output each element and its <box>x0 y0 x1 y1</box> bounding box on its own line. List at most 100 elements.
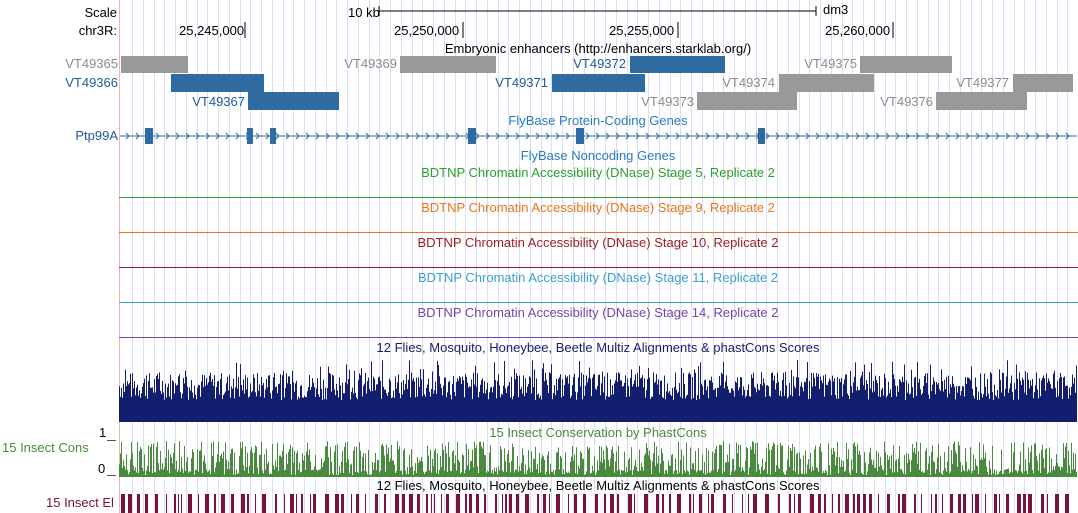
track-title-insect-cons[interactable]: 15 Insect Conservation by PhastCons <box>489 425 707 440</box>
enhancer-label[interactable]: VT49377 <box>956 75 1009 90</box>
cons-bar <box>827 474 828 477</box>
conserved-element <box>395 494 399 513</box>
multiz-bar <box>141 393 142 422</box>
multiz-bar <box>226 383 227 422</box>
enhancer-label[interactable]: VT49375 <box>804 56 857 71</box>
grid-line <box>799 0 800 513</box>
cons-bar <box>353 450 354 477</box>
strand-arrow <box>1005 132 1010 140</box>
multiz-bar <box>166 397 167 422</box>
cons-bar <box>462 454 463 477</box>
conserved-element <box>145 494 148 513</box>
multiz-bar <box>236 362 237 422</box>
insect-el-side-label[interactable]: 15 Insect El <box>46 495 114 510</box>
track-title-dnase-stage11[interactable]: BDTNP Chromatin Accessibility (DNase) St… <box>417 270 779 285</box>
cons-bar <box>126 454 127 477</box>
cons-bar <box>847 459 848 477</box>
multiz-bar <box>203 387 204 422</box>
multiz-bar <box>1016 364 1017 422</box>
cons-bar <box>839 457 840 477</box>
track-title-dnase-stage5[interactable]: BDTNP Chromatin Accessibility (DNase) St… <box>421 165 775 180</box>
enhancer-box[interactable] <box>400 56 496 73</box>
conserved-element <box>708 494 709 513</box>
enhancer-label[interactable]: VT49372 <box>573 56 626 71</box>
insect-cons-side-label[interactable]: 15 Insect Cons <box>2 440 89 455</box>
enhancer-box[interactable] <box>248 92 339 110</box>
conserved-element <box>409 494 413 513</box>
enhancer-box[interactable] <box>1013 74 1073 92</box>
multiz-bar <box>292 370 293 422</box>
cons-bar <box>1012 472 1013 477</box>
gene-label[interactable]: Ptp99A <box>75 128 118 143</box>
cons-bar <box>499 470 500 477</box>
cons-bar <box>796 453 797 477</box>
enhancer-box[interactable] <box>630 56 725 73</box>
track-title-enhancers[interactable]: Embryonic enhancers (http://enhancers.st… <box>444 41 752 56</box>
cons-bar <box>746 447 747 477</box>
track-title-multiz[interactable]: 12 Flies, Mosquito, Honeybee, Beetle Mul… <box>376 340 820 355</box>
cons-bar <box>273 465 274 477</box>
cons-bar <box>838 473 839 477</box>
enhancer-box[interactable] <box>936 92 1027 110</box>
cons-bar <box>650 459 651 477</box>
track-title-dnase-stage9[interactable]: BDTNP Chromatin Accessibility (DNase) St… <box>421 200 775 215</box>
cons-bar <box>302 453 303 477</box>
multiz-bar <box>668 392 669 422</box>
enhancer-box[interactable] <box>697 92 797 110</box>
cons-bar <box>885 452 886 477</box>
enhancer-box[interactable] <box>779 74 874 92</box>
cons-bar <box>955 451 956 477</box>
enhancer-label[interactable]: VT49371 <box>495 75 548 90</box>
cons-bar <box>368 450 369 477</box>
multiz-bar <box>1033 398 1034 422</box>
enhancer-box[interactable] <box>552 74 645 92</box>
multiz-bar <box>823 375 824 422</box>
multiz-bar <box>1049 381 1050 422</box>
cons-bar <box>133 465 134 477</box>
multiz-bar <box>1003 373 1004 422</box>
track-title-insect-elements[interactable]: 12 Flies, Mosquito, Honeybee, Beetle Mul… <box>376 478 820 493</box>
cons-bar <box>979 442 980 477</box>
multiz-bar <box>885 378 886 422</box>
conserved-element <box>375 494 378 513</box>
multiz-bar <box>435 381 436 422</box>
multiz-bar <box>787 398 788 422</box>
enhancer-label[interactable]: VT49366 <box>65 75 118 90</box>
multiz-bar <box>476 386 477 422</box>
multiz-bar <box>780 390 781 422</box>
enhancer-label[interactable]: VT49374 <box>722 75 775 90</box>
track-title-dnase-stage10[interactable]: BDTNP Chromatin Accessibility (DNase) St… <box>417 235 779 250</box>
enhancer-label[interactable]: VT49365 <box>65 56 118 71</box>
multiz-bar <box>555 395 556 422</box>
track-title-dnase-stage14[interactable]: BDTNP Chromatin Accessibility (DNase) St… <box>417 305 779 320</box>
multiz-bar <box>826 384 827 422</box>
enhancer-label[interactable]: VT49373 <box>641 94 694 109</box>
cons-bar <box>968 468 969 477</box>
multiz-bar <box>595 388 596 422</box>
multiz-bar <box>583 374 584 422</box>
multiz-bar <box>1059 378 1060 422</box>
conserved-element <box>942 494 943 513</box>
insect-cons-histogram[interactable] <box>119 441 1077 477</box>
insect-elements-track[interactable] <box>119 494 1077 513</box>
multiz-conservation-histogram[interactable] <box>119 356 1077 422</box>
enhancer-label[interactable]: VT49369 <box>344 56 397 71</box>
enhancer-box[interactable] <box>121 56 188 73</box>
cons-bar <box>139 451 140 477</box>
multiz-bar <box>1006 376 1007 422</box>
cons-bar <box>470 461 471 477</box>
track-title-noncoding[interactable]: FlyBase Noncoding Genes <box>520 148 676 163</box>
cons-bar <box>542 455 543 477</box>
enhancer-label[interactable]: VT49376 <box>880 94 933 109</box>
cons-bar <box>792 443 793 477</box>
multiz-bar <box>501 393 502 422</box>
enhancer-label[interactable]: VT49367 <box>192 94 245 109</box>
track-title-protein-coding[interactable]: FlyBase Protein-Coding Genes <box>508 113 688 128</box>
gene-model-ptp99a[interactable] <box>0 125 1078 147</box>
multiz-bar <box>419 386 420 422</box>
cons-bar <box>988 474 989 477</box>
enhancer-box[interactable] <box>171 74 264 92</box>
enhancer-box[interactable] <box>860 56 952 73</box>
multiz-bar <box>286 373 287 422</box>
